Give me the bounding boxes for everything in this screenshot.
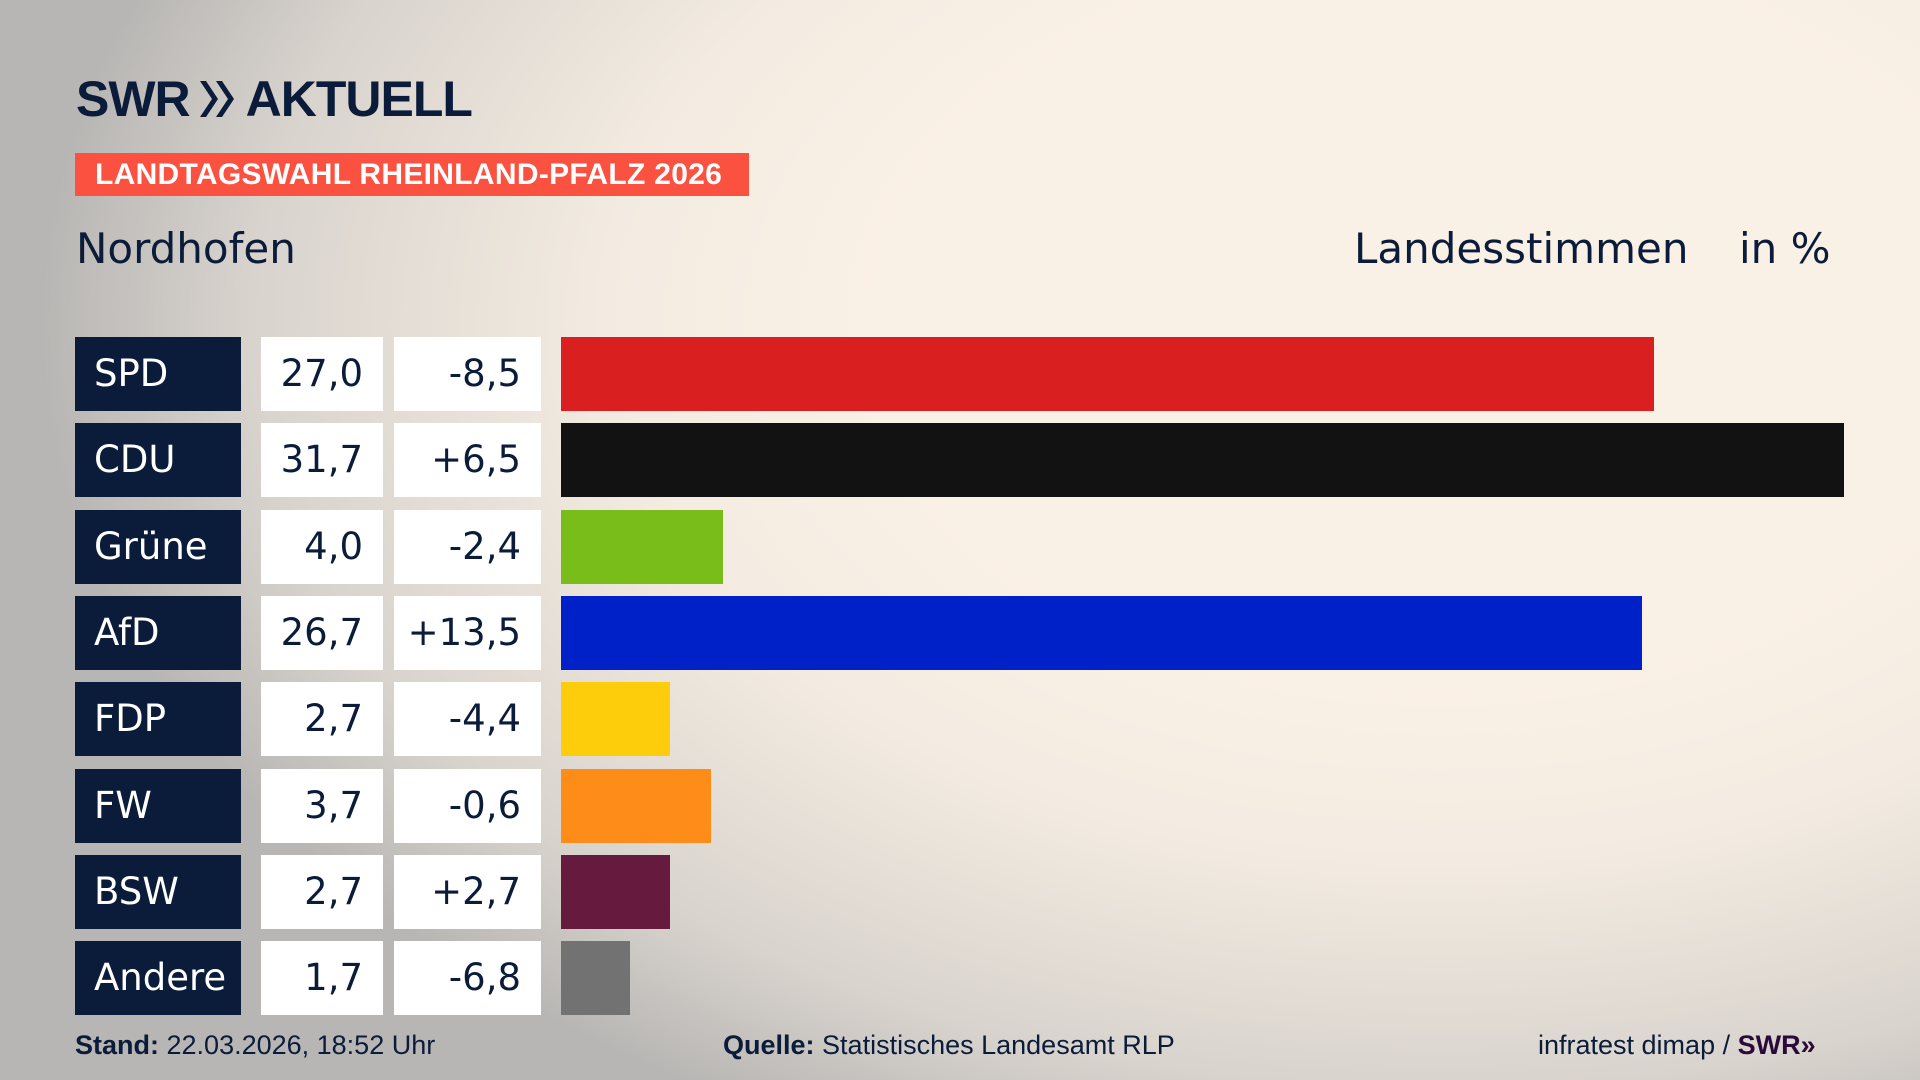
diff-label: -0,6 xyxy=(394,768,541,843)
bar-andere xyxy=(561,941,630,1016)
diff-label: -6,8 xyxy=(394,941,541,1016)
party-row: BSW 2,7 +2,7 xyxy=(0,854,1920,929)
party-row: Grüne 4,0 -2,4 xyxy=(0,509,1920,584)
party-label: BSW xyxy=(75,854,241,929)
value-label: 3,7 xyxy=(261,768,383,843)
party-label: AfD xyxy=(75,595,241,670)
value-label: 2,7 xyxy=(261,854,383,929)
credit: infratest dimap / SWR» xyxy=(1538,1030,1816,1060)
bar-cdu xyxy=(561,423,1844,498)
party-row: FW 3,7 -0,6 xyxy=(0,768,1920,843)
diff-label: +13,5 xyxy=(394,595,541,670)
diff-label: +2,7 xyxy=(394,854,541,929)
party-label: FW xyxy=(75,768,241,843)
bar-fw xyxy=(561,768,711,843)
party-label: Grüne xyxy=(75,509,241,584)
party-row: Andere 1,7 -6,8 xyxy=(0,941,1920,1016)
diff-label: -2,4 xyxy=(394,509,541,584)
swr-aktuell-logo: SWR AKTUELL xyxy=(76,71,473,127)
location-title: Nordhofen xyxy=(76,224,296,273)
party-row: FDP 2,7 -4,4 xyxy=(0,682,1920,757)
measure-label: Landesstimmen xyxy=(1354,224,1689,273)
bar-bsw xyxy=(561,854,671,929)
value-label: 26,7 xyxy=(261,595,383,670)
unit-label: in % xyxy=(1739,224,1831,273)
bar-spd xyxy=(561,337,1654,411)
election-banner: LANDTAGSWAHL RHEINLAND-PFALZ 2026 xyxy=(75,153,749,196)
value-label: 31,7 xyxy=(261,423,383,498)
party-label: CDU xyxy=(75,423,241,498)
party-row: AfD 26,7 +13,5 xyxy=(0,595,1920,670)
bar-grüne xyxy=(561,509,723,584)
diff-label: -4,4 xyxy=(394,682,541,757)
party-label: SPD xyxy=(75,337,241,411)
diff-label: +6,5 xyxy=(394,423,541,498)
diff-label: -8,5 xyxy=(394,337,541,411)
party-label: FDP xyxy=(75,682,241,757)
party-row: SPD 27,0 -8,5 xyxy=(0,337,1920,411)
party-row: CDU 31,7 +6,5 xyxy=(0,423,1920,498)
party-label: Andere xyxy=(75,941,241,1016)
value-label: 27,0 xyxy=(261,337,383,411)
chevrons-icon xyxy=(199,81,234,117)
timestamp: Stand: 22.03.2026, 18:52 Uhr xyxy=(75,1030,436,1060)
value-label: 4,0 xyxy=(261,509,383,584)
source: Quelle: Statistisches Landesamt RLP xyxy=(723,1030,1175,1060)
value-label: 1,7 xyxy=(261,941,383,1016)
value-label: 2,7 xyxy=(261,682,383,757)
bar-fdp xyxy=(561,682,671,757)
swr-logo: SWR» xyxy=(1737,1030,1816,1060)
bar-afd xyxy=(561,595,1642,670)
